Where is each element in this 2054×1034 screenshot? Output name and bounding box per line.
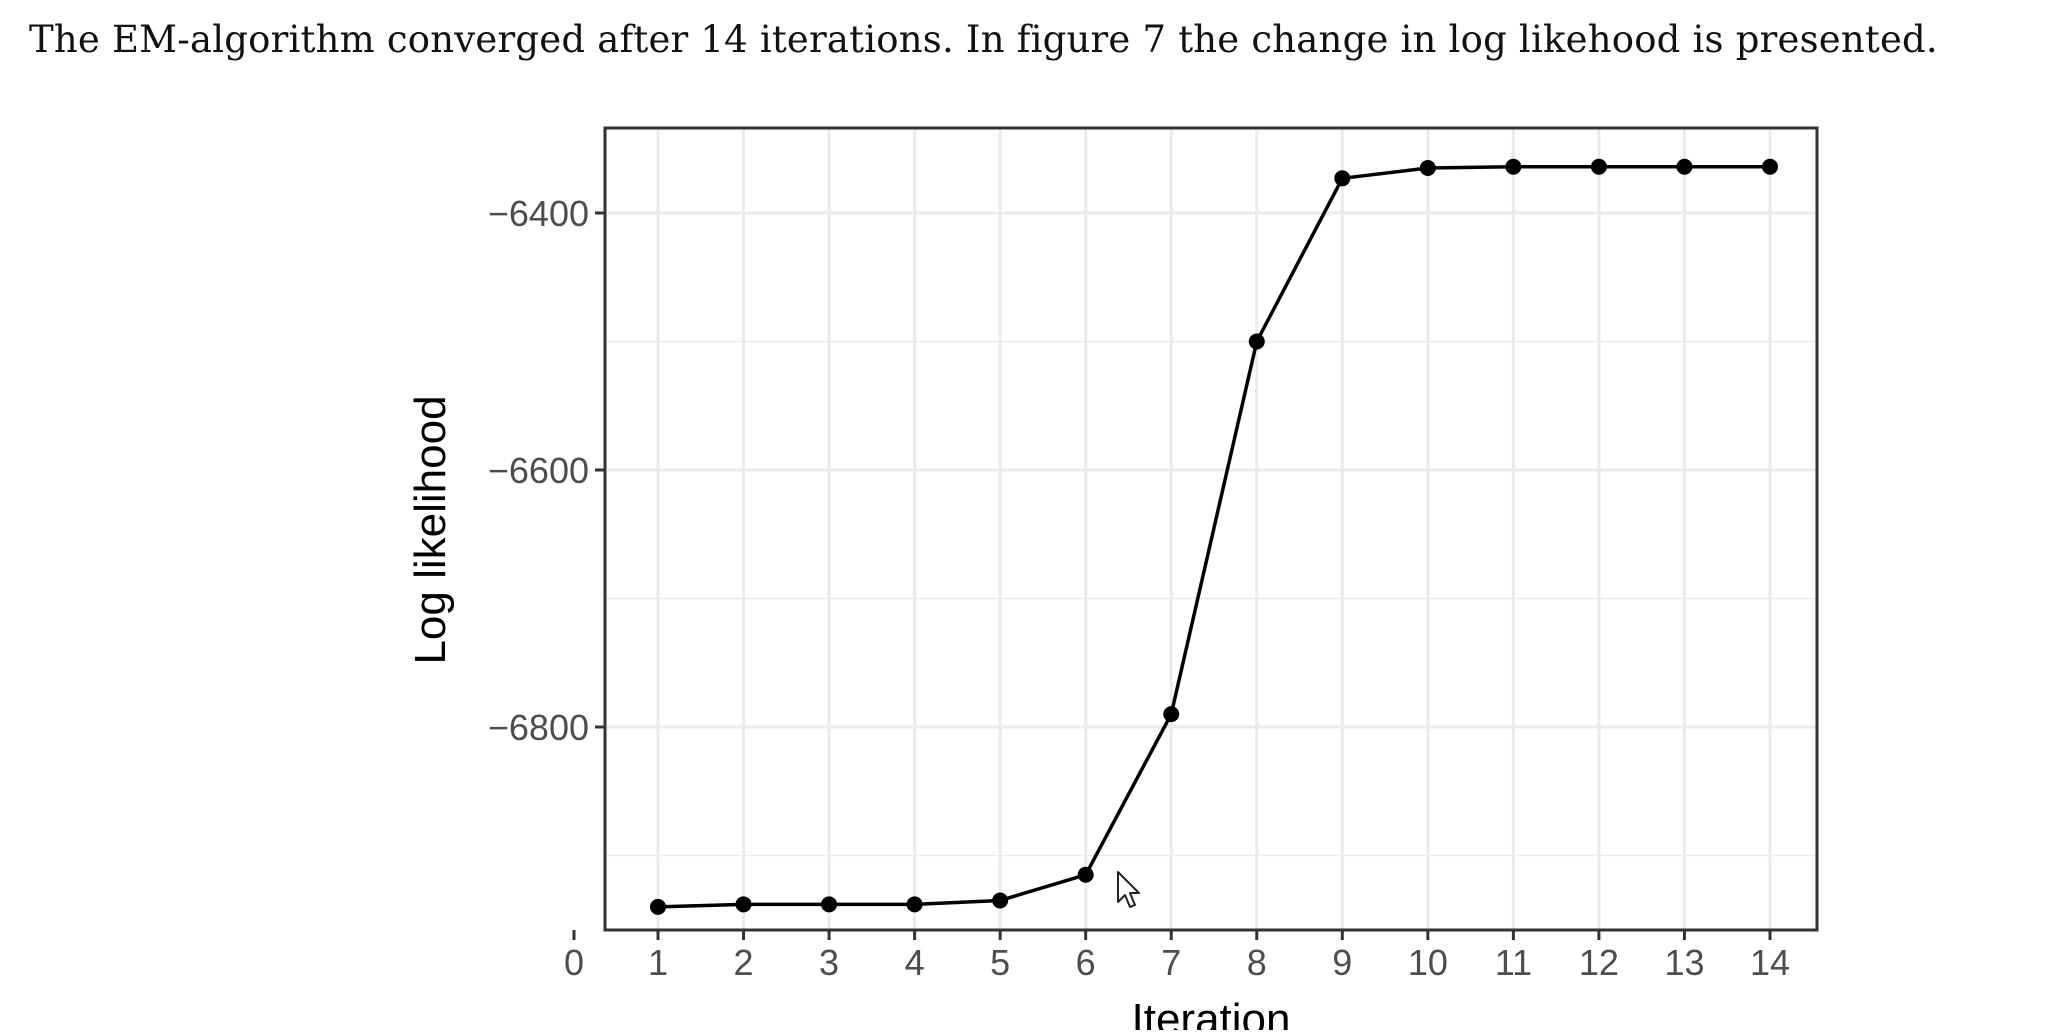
- x-tick-label: 5: [990, 942, 1010, 983]
- x-axis-label: Iteration: [1132, 995, 1291, 1030]
- y-axis-label: Log likelihood: [406, 395, 455, 664]
- x-tick-label: 1: [648, 942, 668, 983]
- grid-major: [605, 128, 1817, 930]
- x-tick-label: 8: [1247, 942, 1267, 983]
- data-point: [1163, 706, 1180, 723]
- data-point: [1077, 866, 1094, 883]
- data-point: [1248, 333, 1265, 350]
- x-tick-label: 11: [1495, 942, 1532, 983]
- data-point: [821, 896, 838, 913]
- data-point: [1762, 158, 1778, 175]
- data-point: [1505, 158, 1522, 175]
- series-line: [657, 164, 1770, 909]
- x-tick-label: 3: [819, 942, 839, 983]
- data-point: [1590, 158, 1607, 175]
- series-log-likelihood: [650, 158, 1778, 915]
- data-point: [906, 896, 923, 913]
- y-tick-label: −6400: [488, 193, 589, 234]
- x-tick-label: 7: [1161, 942, 1181, 983]
- x-tick-label: 6: [1076, 942, 1096, 983]
- y-tick-label: −6600: [488, 450, 589, 491]
- document-paragraph: The EM-algorithm converged after 14 iter…: [29, 18, 1938, 61]
- data-point: [650, 898, 666, 915]
- grid-minor: [605, 340, 1817, 857]
- y-axis: −6400 −6600 −6800: [488, 193, 605, 748]
- y-tick-label: −6800: [488, 707, 589, 748]
- panel-border: [603, 126, 1819, 932]
- x-tick-label: 0: [564, 942, 584, 983]
- data-point: [1334, 170, 1351, 187]
- x-tick-label: 2: [734, 942, 754, 983]
- x-tick-label: 4: [905, 942, 925, 983]
- x-tick-label: 10: [1408, 942, 1448, 983]
- data-point: [1676, 158, 1693, 175]
- x-tick-label: 14: [1750, 942, 1790, 983]
- x-tick-label: 9: [1332, 942, 1352, 983]
- data-point: [735, 896, 752, 913]
- data-point: [1419, 160, 1436, 177]
- x-axis: 0 1 2 3 4 5 6 7 8 9 10 11 12 13 14: [564, 930, 1790, 983]
- x-tick-label: 12: [1579, 942, 1619, 983]
- x-tick-label: 13: [1664, 942, 1704, 983]
- data-point: [992, 892, 1009, 909]
- mouse-pointer-icon: [1117, 871, 1140, 908]
